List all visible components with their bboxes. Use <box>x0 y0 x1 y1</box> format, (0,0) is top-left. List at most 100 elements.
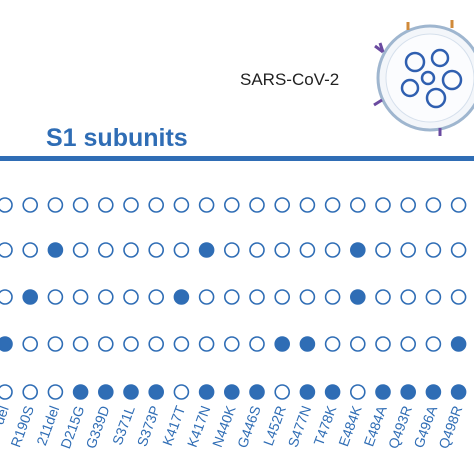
mutation-dot <box>224 336 240 352</box>
mutation-dot <box>198 197 215 213</box>
mutation-dot <box>72 289 89 305</box>
mutation-dot <box>299 289 316 305</box>
mutation-dot <box>22 336 39 352</box>
mutation-dot <box>450 384 467 400</box>
mutation-dot <box>0 197 13 213</box>
mutation-dot <box>148 384 164 400</box>
mutation-dot <box>198 336 215 352</box>
mutation-dot <box>198 289 215 305</box>
mutation-dot <box>47 242 64 258</box>
mutation-dot <box>72 197 89 213</box>
mutation-dot <box>173 197 190 213</box>
mutation-label: G339D <box>82 404 112 451</box>
mutation-dot <box>98 242 114 258</box>
mutation-dot <box>450 289 467 305</box>
mutation-dot <box>400 336 417 352</box>
mutation-dot <box>450 242 467 258</box>
mutation-dot <box>249 197 265 213</box>
mutation-dot <box>375 336 391 352</box>
mutation-dot <box>22 197 39 213</box>
mutation-dot <box>123 197 139 213</box>
mutation-dot <box>349 336 366 352</box>
mutation-dot <box>224 197 240 213</box>
mutation-dot <box>249 242 265 258</box>
mutation-dot <box>450 197 467 213</box>
mutation-dot <box>249 289 265 305</box>
mutation-dot <box>123 384 139 400</box>
mutation-dot <box>224 384 240 400</box>
mutation-dot <box>47 197 64 213</box>
mutation-dot <box>425 336 442 352</box>
mutation-dot <box>375 197 391 213</box>
mutation-dot <box>324 289 341 305</box>
mutation-dot <box>98 289 114 305</box>
mutation-dot <box>224 289 240 305</box>
mutation-dot <box>299 197 316 213</box>
mutation-dot <box>198 242 215 258</box>
mutation-dot <box>22 289 39 305</box>
mutation-dot <box>22 242 39 258</box>
mutation-dot <box>98 384 114 400</box>
virus-illustration <box>373 20 474 136</box>
mutation-dot <box>274 336 291 352</box>
mutation-dot <box>324 197 341 213</box>
mutation-dot <box>450 336 467 352</box>
mutation-dot <box>400 242 417 258</box>
mutation-dot <box>148 242 164 258</box>
mutation-dot <box>274 242 291 258</box>
mutation-dot <box>173 289 190 305</box>
mutation-dot <box>274 289 291 305</box>
mutation-dot <box>72 336 89 352</box>
mutation-dot <box>425 197 442 213</box>
mutation-dot <box>47 336 64 352</box>
mutation-dot <box>47 289 64 305</box>
mutation-dot <box>98 197 114 213</box>
mutation-dot <box>123 242 139 258</box>
mutation-dot <box>299 336 316 352</box>
mutation-dot <box>0 336 13 352</box>
mutation-dot <box>0 384 13 400</box>
title: S1 subunits <box>46 124 188 152</box>
mutation-dot <box>349 197 366 213</box>
mutation-dot <box>198 384 215 400</box>
mutation-dot <box>98 336 114 352</box>
mutation-dot <box>0 242 13 258</box>
mutation-dot <box>224 242 240 258</box>
mutation-dot <box>299 242 316 258</box>
mutation-dot <box>274 197 291 213</box>
mutation-dot <box>349 242 366 258</box>
mutation-dot <box>324 336 341 352</box>
mutation-dot <box>72 242 89 258</box>
mutation-dot <box>274 384 291 400</box>
mutation-dot <box>400 197 417 213</box>
mutation-dot <box>173 242 190 258</box>
mutation-dot <box>400 384 417 400</box>
mutation-dot <box>425 289 442 305</box>
mutation-dot <box>324 384 341 400</box>
mutation-dot <box>47 384 64 400</box>
mutation-dot <box>425 384 442 400</box>
mutation-dot <box>173 336 190 352</box>
mutation-dot <box>148 289 164 305</box>
mutation-dot <box>375 289 391 305</box>
mutation-dot <box>123 289 139 305</box>
mutation-label: del <box>0 404 12 427</box>
mutation-dot <box>123 336 139 352</box>
mutation-dot <box>22 384 39 400</box>
mutation-dot <box>375 384 391 400</box>
mutation-dot <box>400 289 417 305</box>
mutation-dot <box>425 242 442 258</box>
mutation-dot <box>249 336 265 352</box>
virus-label: SARS-CoV-2 <box>240 70 339 89</box>
mutation-label: Q498R <box>435 404 465 451</box>
mutation-dot <box>349 289 366 305</box>
mutation-dot <box>0 289 13 305</box>
mutation-dot <box>173 384 190 400</box>
divider <box>0 156 474 161</box>
mutation-dot <box>375 242 391 258</box>
mutation-dot <box>72 384 89 400</box>
mutation-dot <box>148 197 164 213</box>
mutation-dot <box>148 336 164 352</box>
mutation-dot <box>349 384 366 400</box>
